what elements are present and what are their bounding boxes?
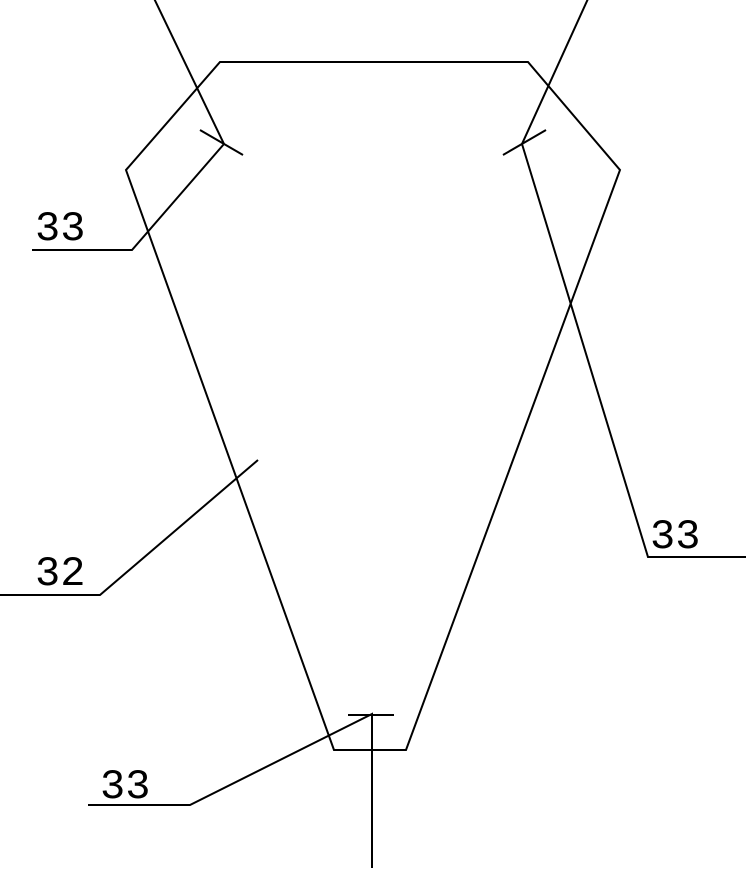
label-33-b: 33 bbox=[100, 763, 150, 811]
label-33-br: 33 bbox=[650, 513, 700, 561]
tick-marks bbox=[200, 130, 546, 715]
leader-lines bbox=[0, 0, 746, 868]
vessel-outline bbox=[126, 62, 620, 750]
tick-top-left bbox=[200, 130, 243, 155]
lead-33-tr bbox=[522, 0, 746, 557]
diagram-canvas: 33 32 33 33 bbox=[0, 0, 754, 872]
vessel-polygon bbox=[126, 62, 620, 750]
label-32: 32 bbox=[35, 550, 85, 598]
label-33-tl: 33 bbox=[35, 205, 85, 253]
callout-labels: 33 32 33 33 bbox=[35, 205, 700, 811]
